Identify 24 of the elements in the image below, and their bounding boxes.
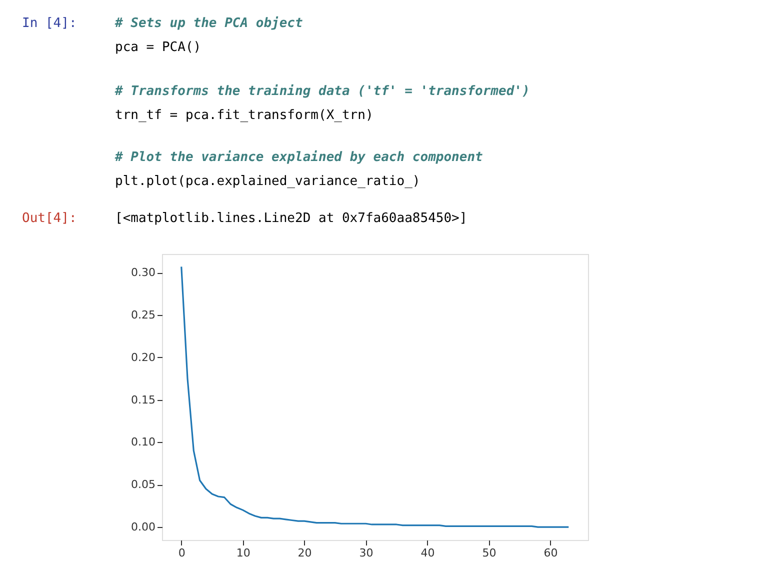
x-tick-label: 40	[420, 546, 435, 560]
text: [<matplotlib.lines.Line2D at 0x7fa60aa85450>]	[115, 211, 468, 226]
x-tick-label: 60	[544, 546, 558, 560]
text: # Sets up the PCA object	[114, 16, 304, 31]
y-tick-label: 0.30	[131, 266, 156, 280]
text: In [4]:	[22, 16, 77, 31]
y-tick-label: 0.20	[131, 350, 156, 364]
y-tick-label: 0.15	[131, 393, 156, 406]
y-tick-label: 0.00	[131, 520, 156, 534]
x-tick-label: 50	[482, 546, 496, 560]
text: # Transforms the training data ('tf' = 'transformed')	[114, 84, 530, 99]
x-tick-label: 20	[298, 546, 312, 560]
text: Out[4]:	[22, 211, 77, 226]
y-tick-label: 0.10	[131, 436, 156, 449]
y-tick-label: 0.05	[131, 478, 156, 492]
text: plt.plot(pca.explained_variance_ratio_)	[115, 174, 420, 189]
x-tick-label: 30	[359, 546, 374, 560]
text: pca = PCA()	[115, 40, 202, 55]
line-series	[180, 266, 570, 528]
y-tick-label: 0.25	[131, 308, 156, 322]
text: trn_tf = pca.fit_transform(X_trn)	[115, 108, 374, 123]
x-tick-label: 0	[178, 546, 186, 560]
text: # Plot the variance explained by each component	[114, 150, 484, 165]
x-tick-label: 10	[236, 546, 250, 560]
